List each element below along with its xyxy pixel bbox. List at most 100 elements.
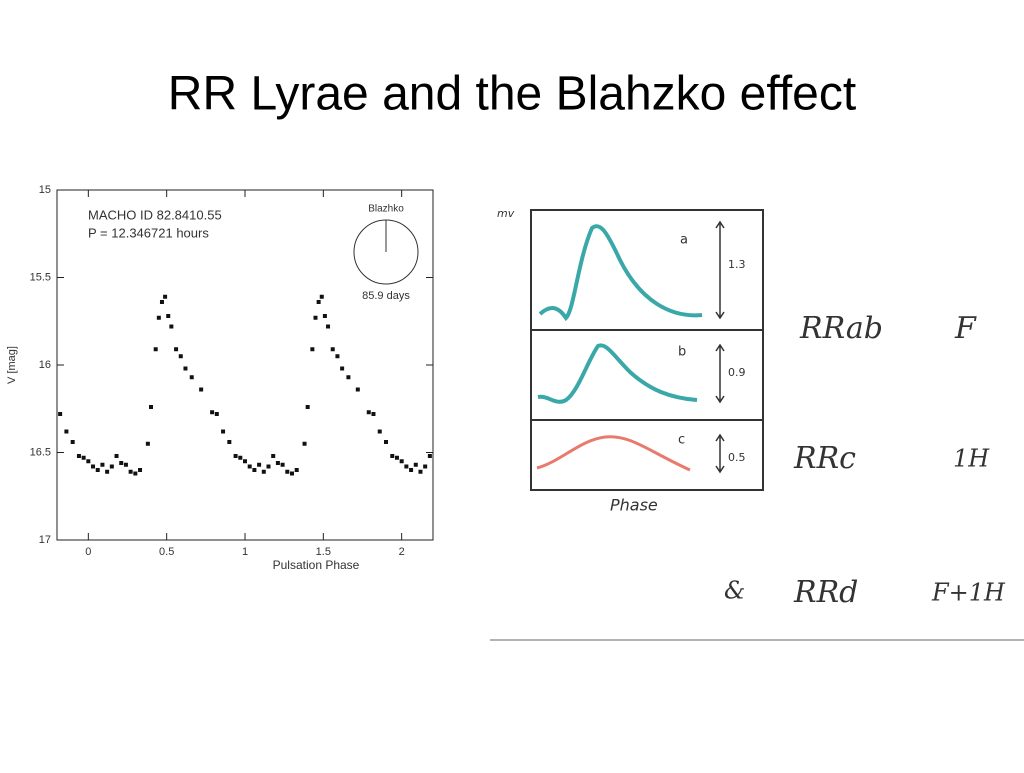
class-label: RRc [793,441,856,476]
point [183,366,188,371]
point [119,461,124,465]
point [305,405,310,409]
point [58,412,63,416]
scatter-plot: Pulsation Phase V [mag] MACHO ID 82.8410… [6,184,434,572]
point [322,314,327,318]
point [394,455,399,460]
point [340,366,345,371]
y-axis-label: V [mag] [6,346,18,384]
annotation: P = 12.346721 hours [88,225,209,240]
point [290,471,294,476]
point [257,462,262,467]
point [326,324,331,329]
point [238,455,243,460]
point [243,459,247,464]
point [153,347,158,352]
point [285,469,290,474]
point [169,324,174,329]
point [138,468,143,472]
y-tick-label: 17 [39,534,51,546]
amplitude-label: 0.9 [728,366,746,379]
point [302,441,307,446]
point [371,412,376,416]
mode-label: F+1H [931,579,1006,607]
point [346,375,351,380]
point [189,375,194,380]
point [114,454,119,458]
point [105,469,110,474]
point [109,464,114,469]
point [123,462,128,467]
point [294,468,299,472]
point [266,464,271,469]
point [247,464,252,469]
point [423,464,428,469]
point [409,468,414,472]
x-tick-label: 2 [399,546,405,558]
point [390,454,395,458]
y-tick-label: 16 [39,359,51,371]
point [210,410,215,415]
point [214,412,219,416]
amplitude-arrows [715,220,725,474]
x-tick-label: 0 [85,546,91,558]
point [280,462,285,467]
point [366,410,371,415]
point [95,468,100,472]
point [199,387,204,392]
point [76,454,81,458]
point [233,454,238,458]
point [221,429,226,434]
point [313,315,318,320]
point [355,387,360,392]
point [319,294,324,299]
plot-frame [56,189,434,541]
axis-label: mv [497,207,515,220]
class-label: RRd [793,575,858,610]
point [86,459,91,464]
amplitude-label: 0.5 [728,451,746,464]
point [159,300,164,304]
point [413,462,418,467]
point [271,454,276,458]
annotation: 85.9 days [362,290,410,302]
annotation: Blazhko [368,204,404,215]
point [377,429,382,434]
point [64,429,69,434]
point [166,314,171,318]
point [418,469,423,474]
point [275,461,280,465]
point [335,354,340,359]
y-tick-label: 16.5 [30,446,51,458]
panel-letter: b [678,345,686,360]
amplitude-label: 1.3 [728,258,746,271]
curve-a [538,224,703,322]
curve-c [536,435,691,472]
x-tick-label: 1.5 [316,546,331,558]
mode-label: 1H [953,445,990,473]
curve-b [537,343,698,404]
point [149,405,153,409]
point [100,462,105,467]
point [70,440,75,444]
annotation: MACHO ID 82.8410.55 [88,207,222,222]
slide-title: RR Lyrae and the Blahzko effect [168,68,856,121]
point [227,440,232,444]
point [174,347,179,352]
x-tick-label: 0.5 [159,546,174,558]
point [399,459,404,464]
point [133,471,138,476]
diagram: mv a b c 1.3 0.9 0.5 Phase RRab F RRc 1H… [490,207,1024,641]
connector: & [724,577,745,605]
x-axis-label: Pulsation Phase [273,558,360,572]
point [384,440,388,444]
point [427,454,432,458]
point [81,455,86,460]
point [310,347,315,352]
y-tick-label: 15 [39,184,51,196]
point [330,347,335,352]
point [316,300,321,304]
mode-label: F [954,311,977,346]
class-label: RRab [799,311,883,346]
